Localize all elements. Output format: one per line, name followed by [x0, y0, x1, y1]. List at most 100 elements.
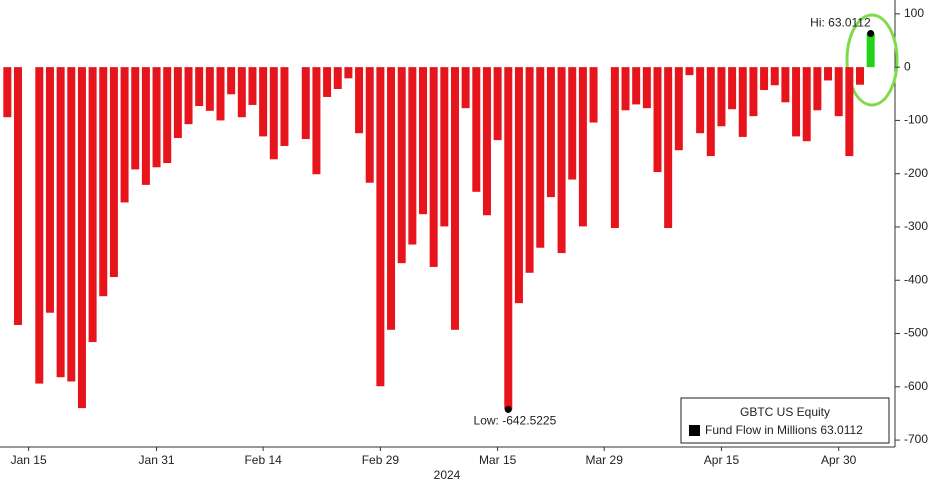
bar: [248, 67, 257, 105]
bar: [280, 67, 289, 146]
x-tick-label: Feb 14: [244, 453, 282, 467]
y-tick-label: -600: [904, 379, 928, 393]
bar: [88, 67, 97, 343]
legend-box: [680, 397, 890, 444]
bar: [184, 67, 193, 125]
bar: [685, 67, 694, 76]
legend-entry: Fund Flow in Millions 63.0112: [705, 423, 863, 437]
x-axis-label: 2024: [434, 468, 461, 482]
y-tick-label: -100: [904, 113, 928, 127]
bar: [482, 67, 491, 216]
bar: [333, 67, 342, 89]
bar: [461, 67, 470, 109]
y-tick-label: -700: [904, 432, 928, 446]
x-tick-label: Jan 15: [11, 453, 47, 467]
bar: [632, 67, 641, 105]
bar: [195, 67, 204, 107]
bar: [141, 67, 150, 185]
bar: [216, 67, 225, 121]
bar: [504, 67, 513, 410]
bar: [269, 67, 278, 160]
y-tick-label: -200: [904, 166, 928, 180]
bar: [536, 67, 545, 248]
bar: [312, 67, 321, 175]
bar: [387, 67, 396, 330]
bar: [35, 67, 44, 384]
bar: [824, 67, 833, 81]
y-tick-label: 0: [904, 59, 911, 73]
x-tick-label: Mar 15: [479, 453, 517, 467]
bar: [67, 67, 76, 382]
bar: [802, 67, 811, 142]
bar: [120, 67, 129, 203]
bar: [131, 67, 140, 170]
annotation: Hi: 63.0112: [810, 16, 871, 30]
bar: [760, 67, 769, 91]
annotation: Low: -642.5225: [474, 414, 557, 428]
bar: [514, 67, 523, 304]
bar: [99, 67, 108, 297]
bar: [3, 67, 12, 118]
bar: [355, 67, 364, 134]
bar: [653, 67, 662, 173]
bar: [376, 67, 385, 387]
x-tick-label: Apr 15: [704, 453, 740, 467]
bar: [163, 67, 172, 164]
bar: [344, 67, 353, 79]
bar: [472, 67, 481, 192]
bar: [429, 67, 438, 267]
legend-swatch: [689, 425, 700, 436]
bar: [450, 67, 459, 330]
bar: [173, 67, 182, 138]
bar: [525, 67, 534, 273]
bar: [578, 67, 587, 227]
bar: [323, 67, 332, 97]
bar: [834, 67, 843, 117]
x-tick-label: Apr 30: [821, 453, 857, 467]
y-tick-label: -300: [904, 219, 928, 233]
bar: [77, 67, 86, 409]
y-tick-label: -500: [904, 326, 928, 340]
bar: [642, 67, 651, 109]
bar: [493, 67, 502, 141]
bar: [205, 67, 214, 111]
y-tick-label: 100: [904, 6, 924, 20]
bar: [365, 67, 374, 183]
bar: [696, 67, 705, 134]
annotation-dot: [867, 30, 875, 38]
bar: [738, 67, 747, 137]
bar: [845, 67, 854, 157]
bar: [109, 67, 118, 278]
bar: [408, 67, 417, 245]
bar: [717, 67, 726, 127]
bar: [13, 67, 22, 325]
bar: [568, 67, 577, 180]
bar: [152, 67, 161, 168]
bar: [259, 67, 268, 137]
bar: [440, 67, 449, 227]
legend-title: GBTC US Equity: [740, 405, 830, 419]
bar: [792, 67, 801, 137]
bar: [856, 67, 865, 85]
bar: [749, 67, 758, 117]
bar: [237, 67, 246, 118]
bar: [419, 67, 428, 215]
bar: [706, 67, 715, 157]
bar: [866, 33, 875, 68]
bar: [546, 67, 555, 198]
bar: [589, 67, 598, 123]
bar: [674, 67, 683, 151]
bar: [664, 67, 673, 229]
bar: [728, 67, 737, 110]
highlight-ellipse: [845, 13, 899, 107]
x-tick-label: Mar 29: [586, 453, 624, 467]
bar: [557, 67, 566, 254]
bar: [770, 67, 779, 86]
annotation-dot: [504, 405, 512, 413]
y-tick-label: -400: [904, 272, 928, 286]
bar: [397, 67, 406, 264]
bar: [813, 67, 822, 111]
bar: [227, 67, 236, 95]
bar: [45, 67, 54, 313]
